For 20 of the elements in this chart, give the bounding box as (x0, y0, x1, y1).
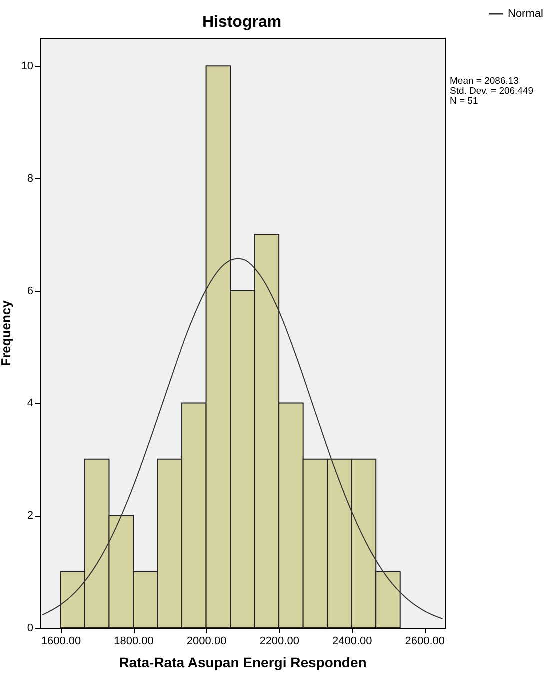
text: Mean = 2086.13 (450, 76, 519, 87)
text: Std. Dev. = 206.449 (450, 86, 534, 97)
x-axis-title: Rata-Rata Asupan Energi Responden (119, 654, 367, 670)
x-tick-label: 1600.00 (41, 636, 82, 648)
chart-title: Histogram (202, 14, 282, 31)
y-tick-label: 6 (27, 285, 34, 298)
text: N = 51 (450, 96, 478, 107)
y-tick-label: 2 (27, 510, 34, 522)
x-tick-label: 2600.00 (405, 636, 446, 648)
y-tick-label: 0 (27, 622, 34, 634)
y-tick-label: 4 (27, 398, 34, 410)
x-tick-label: 1800.00 (114, 636, 154, 648)
x-tick-label: 2000.00 (186, 636, 227, 648)
x-tick-label: 2400.00 (332, 636, 372, 648)
line-series (42, 258, 444, 620)
y-axis-title: Frequency (0, 300, 14, 366)
y-tick-label: 8 (27, 172, 34, 185)
x-tick-label: 2200.00 (260, 636, 300, 648)
legend-label: Normal (508, 8, 544, 20)
y-tick-label: 10 (21, 60, 34, 73)
